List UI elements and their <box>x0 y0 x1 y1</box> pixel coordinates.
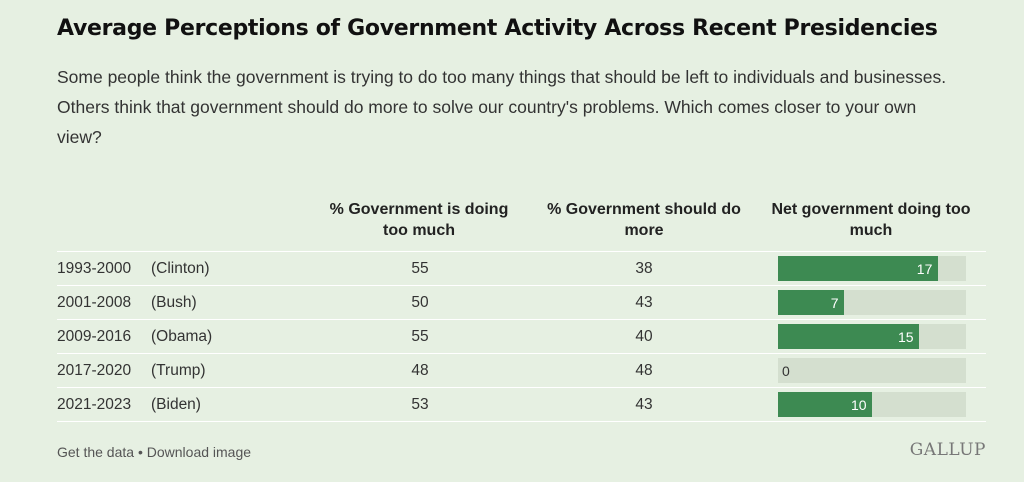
net-bar-track: 0 <box>778 358 966 383</box>
footer-links: Get the data • Download image <box>57 444 251 460</box>
column-header-do-more: % Government should do more <box>547 201 741 239</box>
row-period: 2009-2016 <box>57 328 132 345</box>
net-bar-track: 10 <box>778 392 966 417</box>
net-bar-label: 0 <box>782 363 790 379</box>
table-row: 2001-2008 (Bush) 50 43 7 <box>57 286 986 319</box>
net-bar <box>778 256 938 281</box>
gallup-logo: GALLUP <box>909 440 986 460</box>
row-divider <box>57 285 986 286</box>
table-row: 1993-2000 (Clinton) 55 38 17 <box>57 252 986 285</box>
get-data-link[interactable]: Get the data <box>57 444 135 460</box>
chart-title: Average Perceptions of Government Activi… <box>57 16 938 41</box>
net-bar-track: 15 <box>778 324 966 349</box>
value-do-more: 43 <box>635 294 653 311</box>
column-header-net: Net government doing too much <box>771 201 971 239</box>
value-too-much: 48 <box>411 362 429 379</box>
table-row: 2017-2020 (Trump) 48 48 0 <box>57 354 986 387</box>
net-bar <box>778 290 844 315</box>
row-period: 2021-2023 <box>57 396 132 413</box>
row-president: (Obama) <box>151 328 213 345</box>
value-too-much: 50 <box>411 294 429 311</box>
value-too-much: 55 <box>411 328 429 345</box>
value-too-much: 55 <box>411 260 429 277</box>
net-bar-label: 15 <box>898 329 914 345</box>
download-image-link[interactable]: Download image <box>146 444 252 460</box>
chart-subtitle: Some people think the government is tryi… <box>57 67 947 147</box>
net-bar <box>778 392 872 417</box>
value-too-much: 53 <box>411 396 429 413</box>
row-period: 2001-2008 <box>57 294 132 311</box>
net-bar <box>778 324 919 349</box>
net-bar-label: 10 <box>851 397 867 413</box>
value-do-more: 38 <box>635 260 653 277</box>
row-divider <box>57 421 986 422</box>
net-bar-track: 7 <box>778 290 966 315</box>
table-row: 2009-2016 (Obama) 55 40 15 <box>57 320 986 353</box>
column-header-too-much: % Government is doing too much <box>329 201 509 239</box>
value-do-more: 43 <box>635 396 653 413</box>
row-period: 1993-2000 <box>57 260 132 277</box>
value-do-more: 48 <box>635 362 653 379</box>
row-president: (Bush) <box>151 294 197 311</box>
row-divider <box>57 319 986 320</box>
value-do-more: 40 <box>635 328 653 345</box>
row-president: (Trump) <box>151 362 206 379</box>
row-president: (Biden) <box>151 396 201 413</box>
row-divider <box>57 353 986 354</box>
footer-separator: • <box>134 444 147 460</box>
row-president: (Clinton) <box>151 260 210 277</box>
net-bar-label: 7 <box>830 295 839 311</box>
table-row: 2021-2023 (Biden) 53 43 10 <box>57 388 986 421</box>
net-bar-track: 17 <box>778 256 966 281</box>
row-period: 2017-2020 <box>57 362 132 379</box>
net-bar-label: 17 <box>916 261 933 277</box>
row-divider <box>57 251 986 252</box>
row-divider <box>57 387 986 388</box>
